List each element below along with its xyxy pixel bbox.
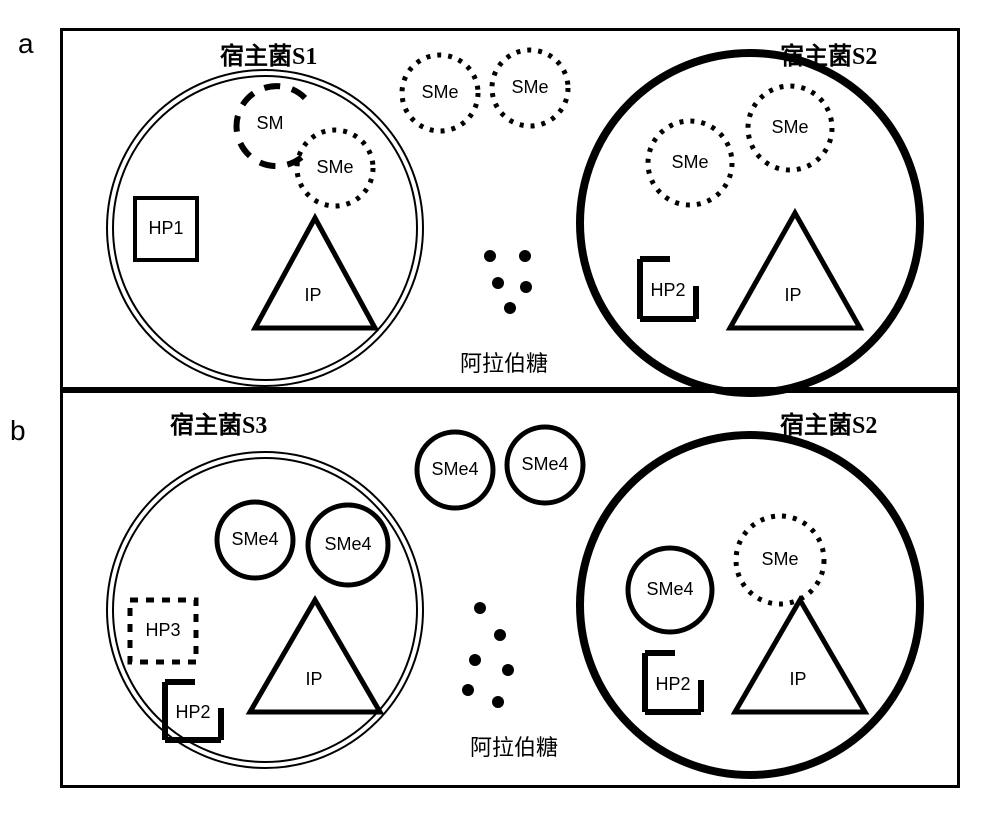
panel-b-svg: SMe4 SMe4 SMe4 SMe4 SMe4 SMe HP3 HP2 IP [60,390,960,788]
sme-s2-2-label-a: SMe [771,117,808,137]
ip-s1-label-a: IP [304,285,321,305]
sme-ext2-label-a: SMe [511,77,548,97]
hp2-s3-label: HP2 [175,702,210,722]
sme-s2-label-b: SMe [761,549,798,569]
panel-a-letter: a [18,28,34,60]
arabinose-label-a: 阿拉伯糖 [460,346,548,378]
host-s2-cell-a [580,53,920,393]
sme-ext1-label-a: SMe [421,82,458,102]
sme4-s3-1-label: SMe4 [231,529,278,549]
sme-s1-label: SMe [316,157,353,177]
sme4-s2-label: SMe4 [646,579,693,599]
arabinose-dots-a [484,250,532,314]
ip-s3-label: IP [305,669,322,689]
hp2-label-a: HP2 [650,280,685,300]
hp3-label: HP3 [145,620,180,640]
hp2-s2-label-b: HP2 [655,674,690,694]
sme4-s3-2-label: SMe4 [324,534,371,554]
ip-s2-node-a [730,213,860,328]
ip-s2-node-b [735,600,865,712]
panel-b-letter: b [10,415,26,447]
arabinose-label-b: 阿拉伯糖 [470,730,558,762]
ip-s3-node [250,600,380,712]
hp1-label: HP1 [148,218,183,238]
sm-label: SM [257,113,284,133]
ip-s1-node-a [255,218,375,328]
sme4-ext1-label: SMe4 [431,459,478,479]
ip-s2-label-b: IP [789,669,806,689]
panel-a-svg: SM SMe SMe SMe SMe SMe HP1 IP HP2 IP [60,28,960,390]
sme4-ext2-label: SMe4 [521,454,568,474]
ip-s2-label-a: IP [784,285,801,305]
sme-s2-1-label-a: SMe [671,152,708,172]
host-s3-cell [107,452,423,768]
diagram-root: a 宿主菌S1 宿主菌S2 SM SMe SMe SMe SMe SMe HP1… [0,0,1000,835]
arabinose-dots-b [462,602,514,708]
